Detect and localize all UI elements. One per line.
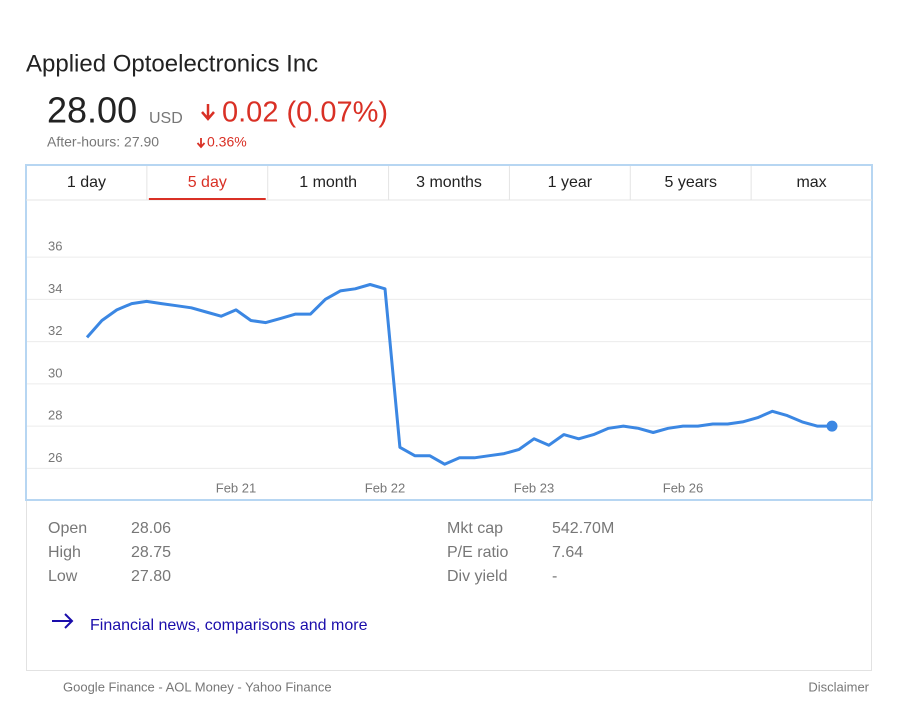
y-tick-label: 36 [48, 239, 62, 254]
tab[interactable]: 5 day [188, 174, 227, 191]
stat-label: Div yield [447, 568, 507, 585]
tab[interactable]: max [796, 174, 826, 191]
x-tick-label: Feb 21 [216, 480, 256, 495]
tab[interactable]: 1 month [299, 174, 357, 191]
footer-sources[interactable]: Google Finance - AOL Money - Yahoo Finan… [63, 679, 332, 694]
tab[interactable]: 5 years [664, 174, 716, 191]
company-name: Applied Optoelectronics Inc [26, 50, 318, 77]
stat-label: High [48, 544, 81, 561]
stat-value: 542.70M [552, 520, 614, 537]
price: 28.00 [47, 90, 137, 131]
after-hours: After-hours: 27.90 [47, 134, 159, 150]
tab[interactable]: 3 months [416, 174, 482, 191]
price-line [85, 283, 832, 466]
stat-label: Mkt cap [447, 520, 503, 537]
chart-frame [25, 164, 873, 501]
y-tick-label: 28 [48, 408, 62, 423]
last-point [826, 420, 838, 432]
x-tick-label: Feb 22 [365, 480, 405, 495]
x-tick-label: Feb 23 [514, 480, 554, 495]
stat-value: 7.64 [552, 544, 583, 561]
y-tick-label: 30 [48, 365, 62, 380]
disclaimer[interactable]: Disclaimer [808, 679, 869, 694]
card [26, 165, 872, 671]
down-arrow-small [196, 138, 206, 149]
y-tick-label: 34 [48, 281, 62, 296]
x-tick-label: Feb 26 [663, 480, 703, 495]
link-arrow [52, 613, 74, 629]
stat-label: P/E ratio [447, 544, 508, 561]
stat-label: Open [48, 520, 87, 537]
tab[interactable]: 1 year [548, 174, 593, 191]
after-hours-change: 0.36% [207, 134, 247, 150]
stat-value: 27.80 [131, 568, 171, 585]
price-change: 0.02 (0.07%) [222, 97, 388, 129]
down-arrow [201, 104, 215, 121]
currency: USD [149, 110, 183, 127]
stat-value: - [552, 568, 557, 585]
news-link[interactable]: Financial news, comparisons and more [90, 617, 368, 634]
y-tick-label: 26 [48, 450, 62, 465]
tab[interactable]: 1 day [67, 174, 106, 191]
y-tick-label: 32 [48, 323, 62, 338]
stat-label: Low [48, 568, 78, 585]
stat-value: 28.06 [131, 520, 171, 537]
stat-value: 28.75 [131, 544, 171, 561]
